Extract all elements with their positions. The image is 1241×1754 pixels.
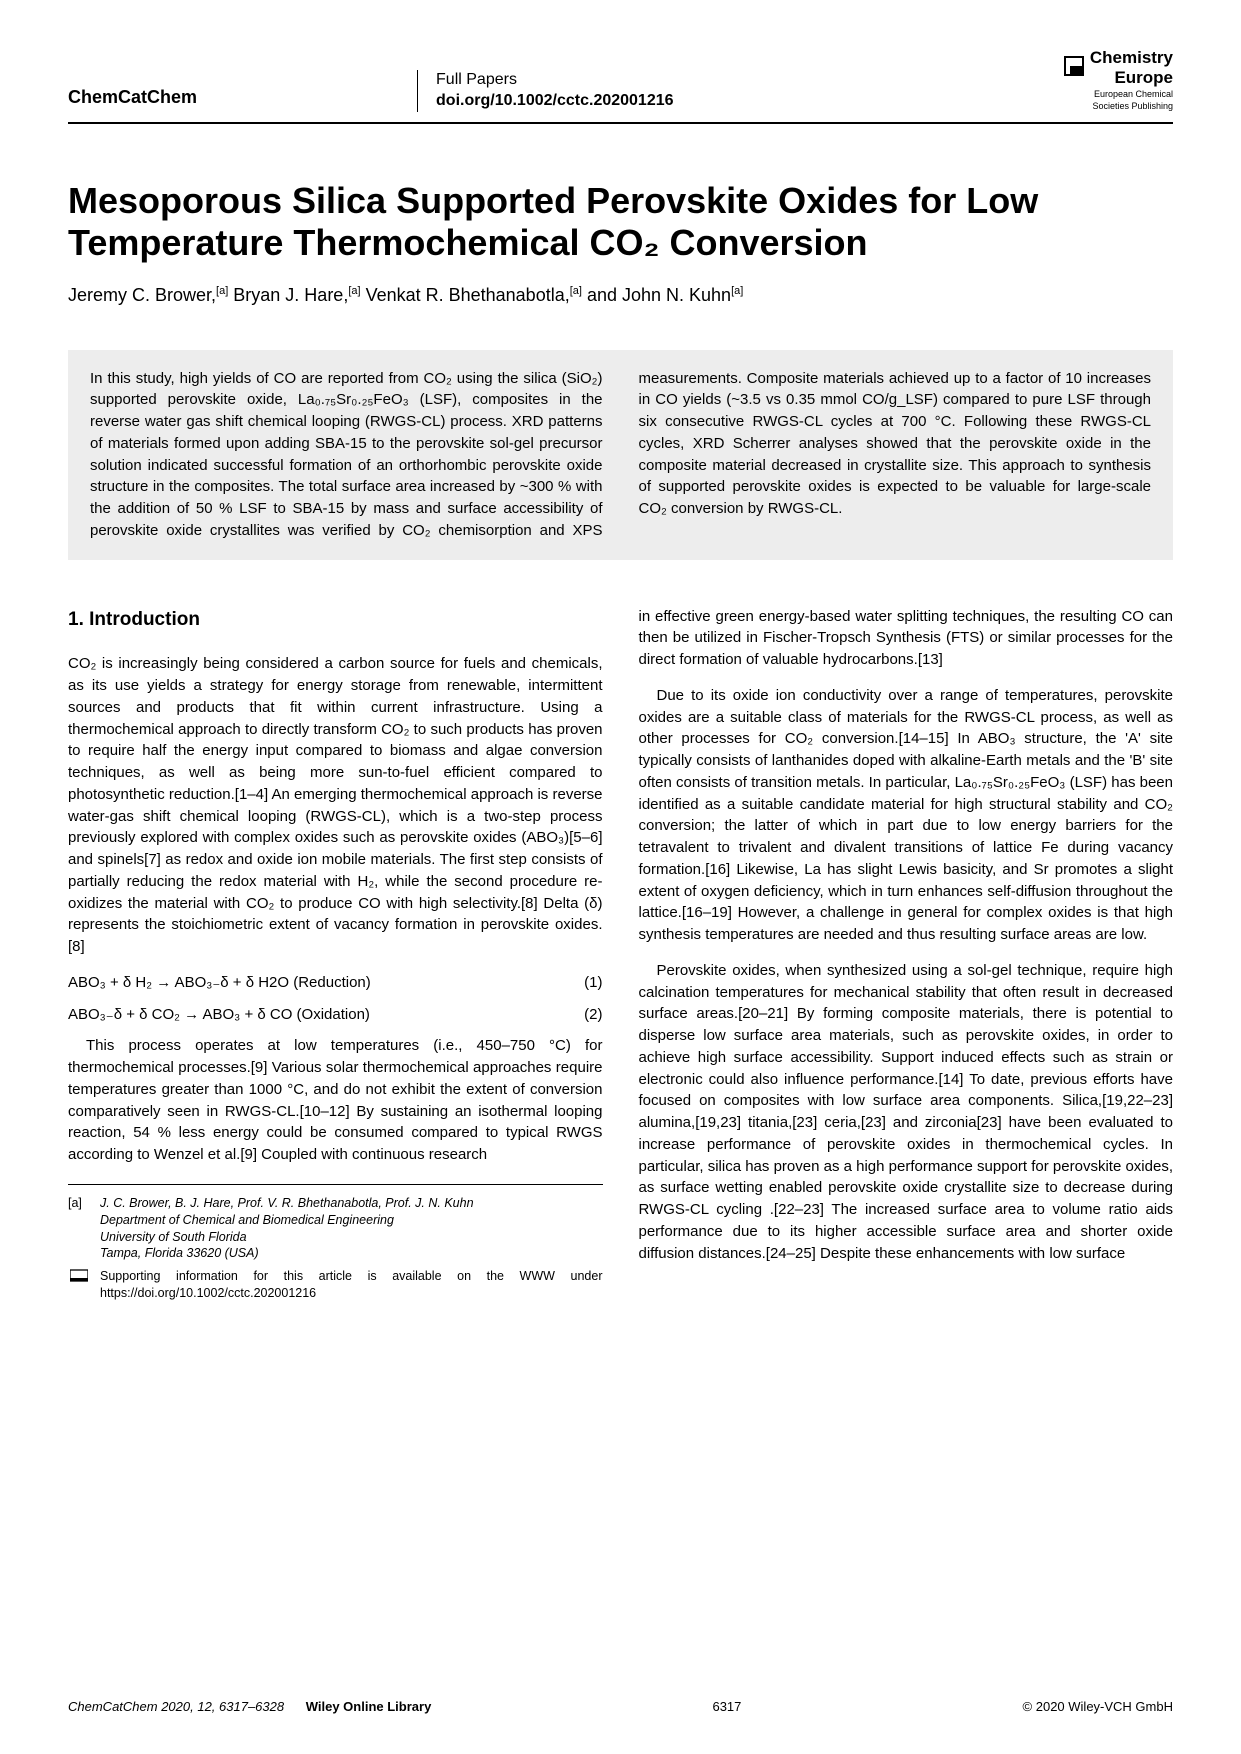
supporting-info-text: Supporting information for this article … [100,1268,603,1302]
affil-univ: University of South Florida [100,1229,474,1246]
affiliations: [a] J. C. Brower, B. J. Hare, Prof. V. R… [68,1184,603,1302]
page-header: ChemCatChem Full Papers doi.org/10.1002/… [68,48,1173,124]
paragraph: Due to its oxide ion conductivity over a… [639,685,1174,946]
publisher-line1: Chemistry [1090,48,1173,68]
paper-title: Mesoporous Silica Supported Perovskite O… [68,180,1173,265]
publisher-sub2: Societies Publishing [1064,102,1173,112]
equation-2-number: (2) [584,1004,602,1026]
body-columns: 1. Introduction CO₂ is increasingly bein… [68,606,1173,1302]
doi: doi.org/10.1002/cctc.202001216 [436,91,1064,112]
journal-name: ChemCatChem [68,87,197,112]
paper-type: Full Papers [436,70,1064,91]
paragraph: This process operates at low temperature… [68,1035,603,1166]
equation-2: ABO₃₋δ + δ CO₂ → ABO₃ + δ CO (Oxidation)… [68,1004,603,1026]
affil-names: J. C. Brower, B. J. Hare, Prof. V. R. Bh… [100,1195,474,1212]
publisher-sub1: European Chemical [1064,90,1173,100]
equation-1-number: (1) [584,972,602,994]
paragraph: in effective green energy-based water sp… [639,606,1174,671]
page-footer: ChemCatChem 2020, 12, 6317–6328 Wiley On… [68,1699,1173,1714]
header-center: Full Papers doi.org/10.1002/cctc.2020012… [417,70,1064,112]
footer-wiley: Wiley Online Library [306,1699,432,1714]
page-number: 6317 [712,1699,741,1714]
equation-2-body: ABO₃₋δ + δ CO₂ → ABO₃ + δ CO (Oxidation) [68,1004,370,1026]
supporting-info-icon [68,1268,90,1302]
affil-tag: [a] [68,1195,90,1263]
paragraph: Perovskite oxides, when synthesized usin… [639,960,1174,1265]
footer-citation: ChemCatChem 2020, 12, 6317–6328 [68,1699,284,1714]
publisher-icon [1064,56,1084,81]
publisher-line2: Europe [1090,68,1173,88]
section-introduction: 1. Introduction [68,606,603,634]
paragraph: CO₂ is increasingly being considered a c… [68,653,603,958]
equation-1-body: ABO₃ + δ H₂ → ABO₃₋δ + δ H2O (Reduction) [68,972,371,994]
publisher-block: Chemistry Europe European Chemical Socie… [1064,48,1173,112]
abstract: In this study, high yields of CO are rep… [68,350,1173,560]
footer-copyright: © 2020 Wiley-VCH GmbH [1023,1699,1173,1714]
affil-dept: Department of Chemical and Biomedical En… [100,1212,474,1229]
author-list: Jeremy C. Brower,[a] Bryan J. Hare,[a] V… [68,285,1173,306]
equation-1: ABO₃ + δ H₂ → ABO₃₋δ + δ H2O (Reduction)… [68,972,603,994]
affil-addr: Tampa, Florida 33620 (USA) [100,1245,474,1262]
